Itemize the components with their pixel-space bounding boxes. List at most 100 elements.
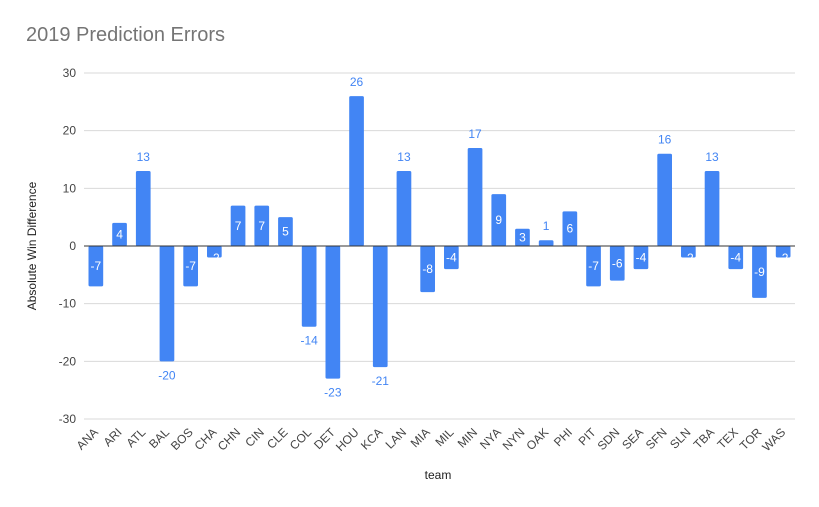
data-label: 7 xyxy=(258,219,265,233)
bar-hou xyxy=(349,96,364,246)
data-label: -6 xyxy=(612,256,623,270)
x-tick-label: ANA xyxy=(74,425,101,452)
x-tick-label: MIN xyxy=(455,425,480,450)
bar-tor xyxy=(752,246,767,298)
data-label: -7 xyxy=(588,259,599,273)
x-tick-label: SLN xyxy=(667,425,693,451)
bar-tex xyxy=(728,246,744,270)
data-label: 26 xyxy=(350,75,364,89)
data-label: 13 xyxy=(397,150,411,164)
bar-cle xyxy=(278,217,293,246)
x-tick-label: NYN xyxy=(500,425,528,453)
data-label: -7 xyxy=(91,259,102,273)
data-label: 17 xyxy=(468,127,482,141)
bar-min xyxy=(467,147,483,246)
bar-sea xyxy=(633,246,649,270)
x-tick-label: COL xyxy=(287,425,315,453)
x-tick-label: PHI xyxy=(551,425,575,449)
y-tick-label: 30 xyxy=(63,66,77,80)
data-label: -21 xyxy=(372,374,390,388)
bar-mia xyxy=(420,246,435,293)
bar-col xyxy=(301,246,317,327)
y-tick-label: -10 xyxy=(59,297,77,311)
x-tick-label: ATL xyxy=(124,425,149,450)
data-label: 3 xyxy=(519,230,526,244)
x-tick-label: SFN xyxy=(643,425,670,452)
data-label: -4 xyxy=(636,251,647,265)
x-tick-label: BAL xyxy=(146,425,172,451)
x-tick-label: DET xyxy=(311,425,338,452)
data-label: -2 xyxy=(778,251,789,265)
x-tick-label: CLE xyxy=(264,425,290,451)
bar-tba xyxy=(704,171,720,246)
x-tick-label: TBA xyxy=(691,425,717,451)
gridlines xyxy=(84,72,795,420)
bars xyxy=(88,96,791,379)
bar-atl xyxy=(135,171,151,246)
data-label: -9 xyxy=(754,265,765,279)
data-label: -14 xyxy=(300,334,318,348)
x-tick-label: CHA xyxy=(192,425,220,453)
bar-chn xyxy=(230,205,246,246)
y-tick-label: 20 xyxy=(63,124,77,138)
x-tick-label: MIA xyxy=(408,425,433,450)
data-label: 4 xyxy=(116,227,123,241)
x-tick-label: CIN xyxy=(242,425,267,450)
x-tick-label: OAK xyxy=(523,425,551,453)
x-axis-title: team xyxy=(425,468,452,482)
bar-nyn xyxy=(515,228,530,246)
x-tick-label: TOR xyxy=(737,425,765,453)
x-tick-label: BOS xyxy=(168,425,196,453)
x-tick-label: SEA xyxy=(619,425,646,452)
data-label: -4 xyxy=(446,251,457,265)
bar-sfn xyxy=(657,153,672,246)
x-tick-label: TEX xyxy=(714,425,740,451)
data-label: -2 xyxy=(683,251,694,265)
bar-pit xyxy=(586,246,601,287)
x-tick-label: MIL xyxy=(432,425,456,449)
x-tick-label: HOU xyxy=(333,425,362,454)
bar-det xyxy=(325,246,341,379)
y-tick-label: 0 xyxy=(69,239,76,253)
data-label: -2 xyxy=(209,251,220,265)
data-label: -7 xyxy=(185,259,196,273)
bar-cha xyxy=(207,246,222,258)
bar-sln xyxy=(681,246,696,258)
bar-sdn xyxy=(609,246,625,281)
data-label: 9 xyxy=(495,213,502,227)
data-label: 13 xyxy=(137,150,151,164)
bar-cin xyxy=(254,205,270,246)
data-label: 16 xyxy=(658,133,672,147)
y-axis-title: Absolute Win Difference xyxy=(25,181,39,310)
x-tick-label: CHN xyxy=(215,425,243,453)
data-label: -20 xyxy=(158,368,176,382)
x-tick-label: KCA xyxy=(358,425,385,452)
bar-nya xyxy=(491,194,507,246)
data-label: 13 xyxy=(705,150,719,164)
y-tick-label: -30 xyxy=(59,412,77,426)
bar-was xyxy=(775,246,791,258)
x-tick-label: NYA xyxy=(477,425,504,452)
bar-lan xyxy=(396,171,412,246)
data-label: 1 xyxy=(543,219,550,233)
data-label: 6 xyxy=(567,222,574,236)
y-tick-label: -20 xyxy=(59,354,77,368)
bar-oak xyxy=(538,240,554,246)
x-tick-label: LAN xyxy=(383,425,409,451)
y-tick-labels: 30 20 10 0 -10 -20 -30 xyxy=(59,66,77,426)
x-tick-label: ARI xyxy=(101,425,125,449)
data-label: -8 xyxy=(422,262,433,276)
data-label: -4 xyxy=(730,251,741,265)
data-label: 5 xyxy=(282,225,289,239)
bar-ari xyxy=(112,222,127,246)
x-tick-label: WAS xyxy=(759,425,788,454)
data-label: 7 xyxy=(235,219,242,233)
bar-mil xyxy=(444,246,459,270)
data-label: -23 xyxy=(324,386,342,400)
bar-ana xyxy=(88,246,104,287)
bar-phi xyxy=(562,211,578,246)
